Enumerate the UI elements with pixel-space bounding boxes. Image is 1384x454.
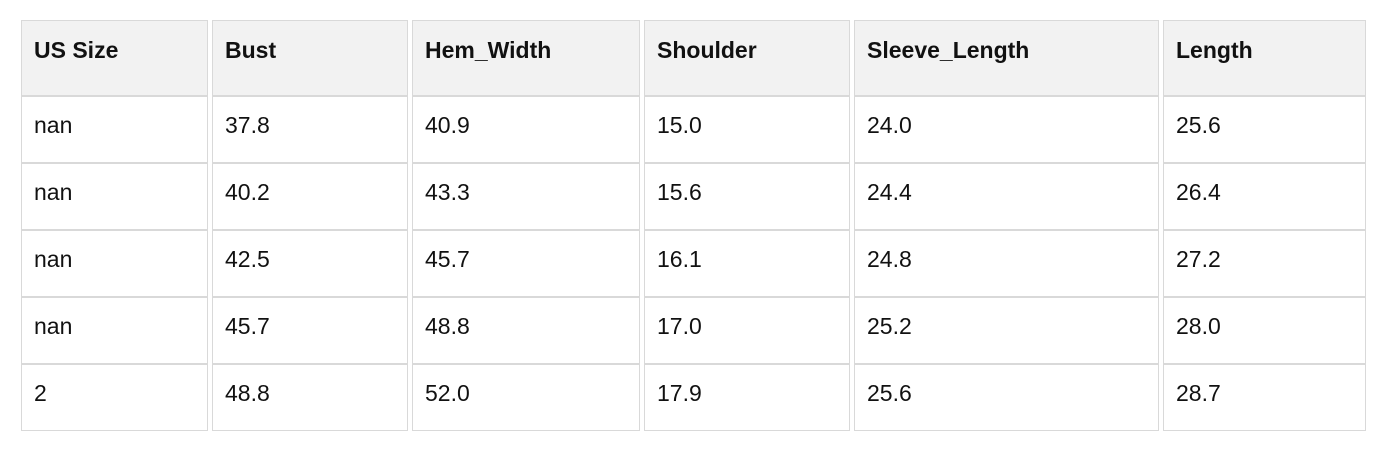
cell-us-size: nan — [21, 163, 208, 230]
cell-bust: 37.8 — [212, 96, 408, 163]
table-row: 2 48.8 52.0 17.9 25.6 28.7 — [21, 364, 1366, 431]
cell-bust: 40.2 — [212, 163, 408, 230]
table-body: nan 37.8 40.9 15.0 24.0 25.6 nan 40.2 43… — [21, 96, 1366, 431]
cell-shoulder: 17.9 — [644, 364, 850, 431]
cell-sleeve-length: 24.0 — [854, 96, 1159, 163]
cell-hem-width: 52.0 — [412, 364, 640, 431]
cell-sleeve-length: 25.2 — [854, 297, 1159, 364]
cell-hem-width: 45.7 — [412, 230, 640, 297]
cell-shoulder: 17.0 — [644, 297, 850, 364]
table-row: nan 45.7 48.8 17.0 25.2 28.0 — [21, 297, 1366, 364]
cell-shoulder: 15.6 — [644, 163, 850, 230]
cell-length: 28.0 — [1163, 297, 1366, 364]
cell-hem-width: 48.8 — [412, 297, 640, 364]
table-row: nan 37.8 40.9 15.0 24.0 25.6 — [21, 96, 1366, 163]
column-header-hem-width: Hem_Width — [412, 20, 640, 96]
table-row: nan 42.5 45.7 16.1 24.8 27.2 — [21, 230, 1366, 297]
cell-us-size: nan — [21, 297, 208, 364]
cell-hem-width: 40.9 — [412, 96, 640, 163]
cell-sleeve-length: 24.8 — [854, 230, 1159, 297]
cell-sleeve-length: 25.6 — [854, 364, 1159, 431]
cell-length: 28.7 — [1163, 364, 1366, 431]
cell-us-size: nan — [21, 230, 208, 297]
cell-shoulder: 16.1 — [644, 230, 850, 297]
cell-length: 26.4 — [1163, 163, 1366, 230]
cell-bust: 42.5 — [212, 230, 408, 297]
cell-us-size: nan — [21, 96, 208, 163]
column-header-shoulder: Shoulder — [644, 20, 850, 96]
size-chart-table: US Size Bust Hem_Width Shoulder Sleeve_L… — [17, 20, 1370, 431]
cell-bust: 45.7 — [212, 297, 408, 364]
size-chart-container: US Size Bust Hem_Width Shoulder Sleeve_L… — [17, 20, 1384, 431]
cell-sleeve-length: 24.4 — [854, 163, 1159, 230]
table-row: nan 40.2 43.3 15.6 24.4 26.4 — [21, 163, 1366, 230]
header-row: US Size Bust Hem_Width Shoulder Sleeve_L… — [21, 20, 1366, 96]
column-header-length: Length — [1163, 20, 1366, 96]
cell-shoulder: 15.0 — [644, 96, 850, 163]
table-header: US Size Bust Hem_Width Shoulder Sleeve_L… — [21, 20, 1366, 96]
cell-length: 25.6 — [1163, 96, 1366, 163]
cell-bust: 48.8 — [212, 364, 408, 431]
column-header-sleeve-length: Sleeve_Length — [854, 20, 1159, 96]
cell-us-size: 2 — [21, 364, 208, 431]
column-header-us-size: US Size — [21, 20, 208, 96]
cell-hem-width: 43.3 — [412, 163, 640, 230]
column-header-bust: Bust — [212, 20, 408, 96]
cell-length: 27.2 — [1163, 230, 1366, 297]
